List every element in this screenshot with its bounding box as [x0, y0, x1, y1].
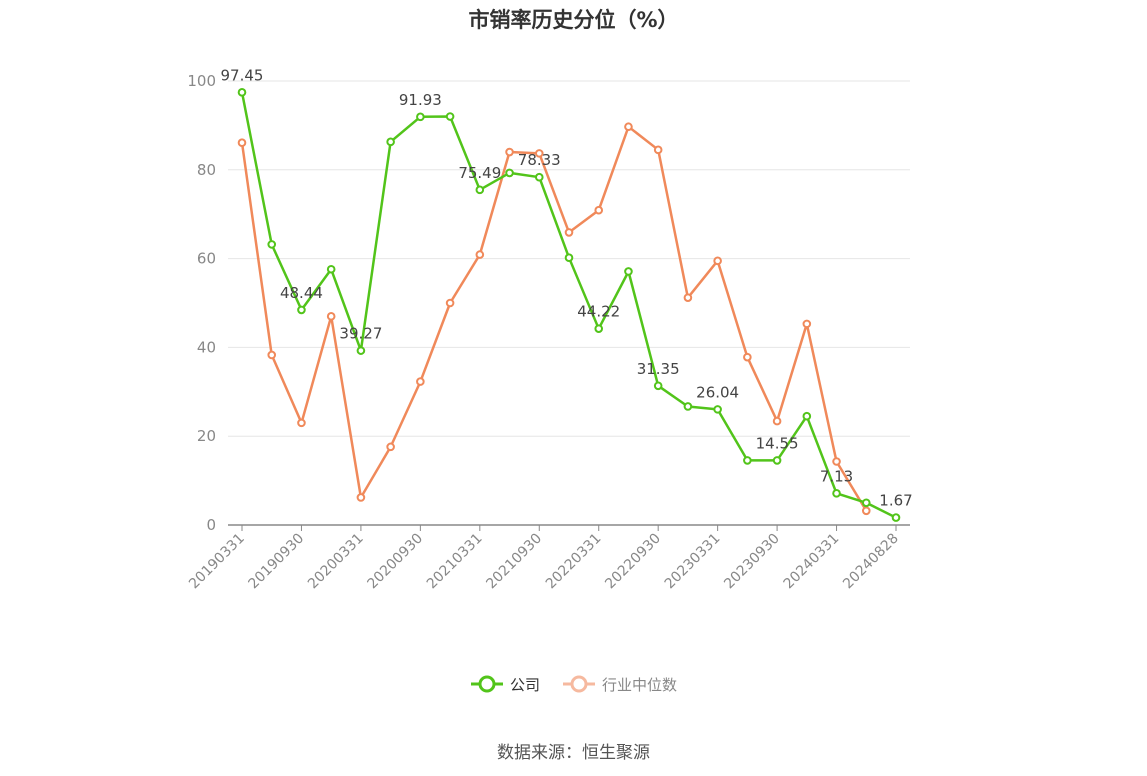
data-point[interactable] — [416, 112, 425, 122]
data-point[interactable] — [653, 145, 663, 155]
legend-item-industry-median[interactable]: 行业中位数 — [562, 672, 677, 696]
data-point[interactable] — [297, 305, 306, 315]
data-point[interactable] — [267, 350, 277, 360]
data-point[interactable] — [891, 513, 901, 522]
data-label: 1.67 — [879, 492, 912, 510]
data-point[interactable] — [713, 405, 722, 414]
data-point[interactable] — [416, 377, 425, 386]
data-point[interactable] — [861, 506, 871, 516]
data-point[interactable] — [326, 264, 336, 274]
data-point[interactable] — [594, 324, 604, 333]
data-point[interactable] — [297, 418, 306, 428]
data-point[interactable] — [267, 240, 277, 249]
data-point[interactable] — [475, 250, 485, 259]
x-tick-label: 20240331 — [781, 531, 843, 593]
data-label: 31.35 — [637, 360, 680, 378]
data-point[interactable] — [594, 205, 604, 215]
data-label: 91.93 — [399, 91, 442, 109]
data-label: 48.44 — [280, 284, 323, 302]
data-point[interactable] — [802, 411, 812, 421]
data-point[interactable] — [772, 456, 782, 465]
data-point[interactable] — [564, 228, 574, 237]
legend-swatch-company-icon — [470, 675, 503, 693]
data-point[interactable] — [505, 168, 514, 178]
x-tick-label: 20190331 — [186, 531, 248, 593]
x-tick-label: 20210930 — [483, 531, 545, 593]
data-point[interactable] — [683, 402, 693, 411]
x-tick-label: 20190930 — [246, 531, 308, 593]
data-point[interactable] — [534, 172, 544, 182]
data-point[interactable] — [237, 138, 247, 148]
data-point[interactable] — [832, 489, 841, 498]
legend-label-company: 公司 — [509, 675, 540, 694]
x-tick-label: 20210331 — [424, 531, 486, 593]
series-line-1 — [240, 125, 868, 512]
x-tick-label: 20240828 — [840, 531, 902, 593]
x-tick-label: 20220930 — [602, 531, 664, 593]
data-label: 14.55 — [756, 434, 799, 452]
data-label: 26.04 — [696, 383, 739, 401]
x-tick-label: 20230331 — [662, 531, 724, 593]
y-tick-label: 60 — [197, 250, 216, 268]
y-tick-label: 40 — [197, 338, 216, 356]
data-point[interactable] — [653, 381, 663, 391]
y-tick-label: 80 — [197, 161, 216, 179]
data-point[interactable] — [445, 112, 455, 121]
y-tick-label: 100 — [187, 72, 216, 90]
data-point[interactable] — [624, 267, 633, 276]
legend-label-industry-median: 行业中位数 — [602, 675, 678, 694]
chart-title: 市销率历史分位（%） — [468, 8, 679, 32]
data-point[interactable] — [356, 493, 366, 502]
data-point[interactable] — [713, 256, 722, 266]
data-point[interactable] — [802, 319, 812, 329]
data-point[interactable] — [475, 185, 485, 195]
data-point[interactable] — [356, 346, 366, 355]
data-label: 39.27 — [339, 325, 382, 343]
data-label: 97.45 — [221, 66, 264, 84]
data-point[interactable] — [832, 457, 841, 466]
legend-item-company[interactable]: 公司 — [470, 672, 540, 696]
data-source: 数据来源：恒生聚源 — [497, 743, 650, 763]
data-point[interactable] — [534, 149, 544, 158]
x-tick-label: 20200331 — [305, 531, 367, 593]
x-tick-label: 20220331 — [543, 531, 605, 593]
data-point[interactable] — [772, 416, 782, 426]
x-tick-label: 20200930 — [364, 531, 426, 593]
data-point[interactable] — [386, 137, 395, 147]
data-point[interactable] — [386, 442, 395, 452]
data-label: 78.33 — [518, 151, 561, 169]
x-tick-label: 20230930 — [721, 531, 783, 593]
data-point[interactable] — [445, 298, 455, 308]
data-point[interactable] — [505, 147, 514, 157]
data-point[interactable] — [564, 253, 574, 263]
legend-swatch-industry-icon — [563, 675, 595, 693]
data-label: 44.22 — [577, 303, 620, 321]
legend: 公司 行业中位数 — [0, 672, 1147, 696]
data-point[interactable] — [624, 122, 633, 132]
data-label: 75.49 — [458, 164, 501, 182]
data-label: 7.13 — [820, 467, 853, 485]
y-tick-label: 20 — [197, 427, 216, 445]
data-point[interactable] — [326, 312, 336, 321]
data-point[interactable] — [237, 88, 247, 97]
data-point[interactable] — [743, 456, 752, 465]
data-point[interactable] — [861, 498, 871, 508]
data-point[interactable] — [743, 352, 752, 362]
data-point[interactable] — [683, 293, 693, 302]
series-line-0 — [240, 92, 897, 519]
y-tick-label: 0 — [206, 516, 216, 534]
